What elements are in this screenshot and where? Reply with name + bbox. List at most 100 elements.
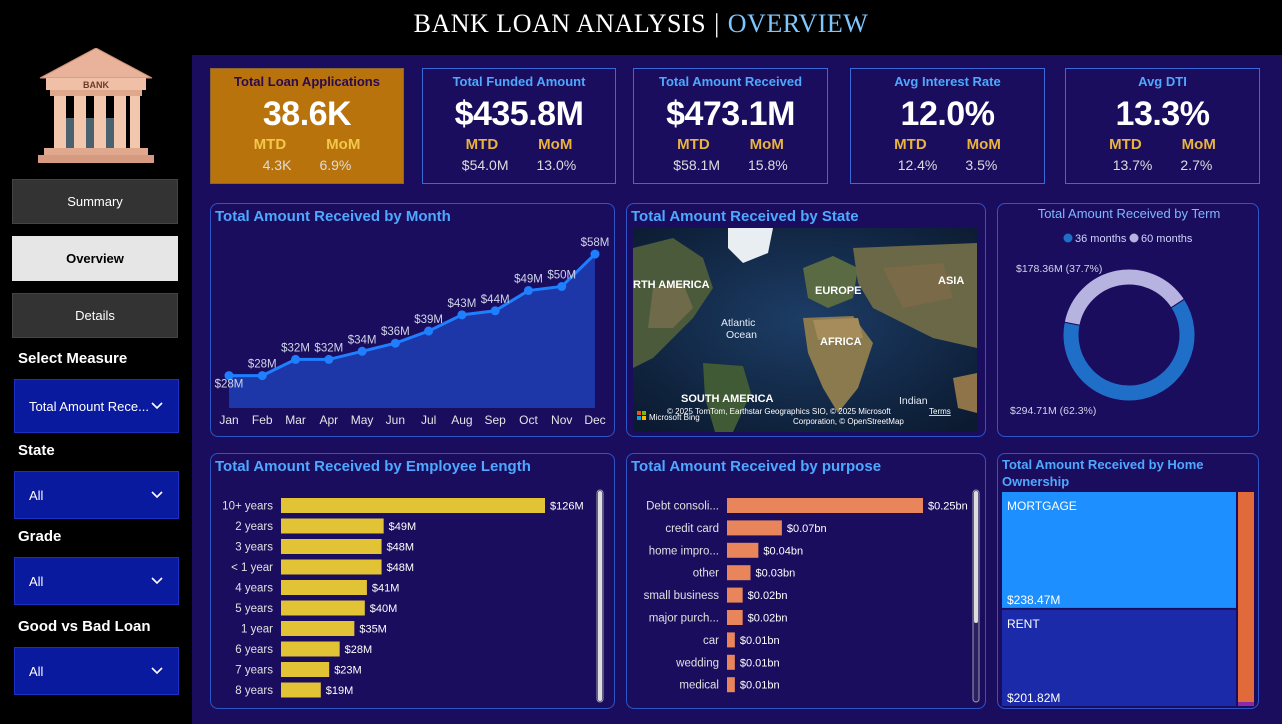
bar bbox=[727, 610, 743, 625]
kpi-mom-label: MoM bbox=[749, 136, 784, 153]
month-data-label: $32M bbox=[314, 342, 343, 354]
header-bar: BANK LOAN ANALYSIS | OVERVIEW bbox=[0, 0, 1282, 48]
page-title: BANK LOAN ANALYSIS | OVERVIEW bbox=[414, 9, 869, 39]
bar-data-label: $0.25bn bbox=[928, 501, 968, 513]
kpi-total-amount-received[interactable]: Total Amount Received $473.1M MTD MoM $58… bbox=[633, 68, 828, 184]
month-data-label: $58M bbox=[581, 237, 610, 249]
select-measure-dropdown[interactable]: Total Amount Rece... bbox=[14, 379, 179, 433]
map-label: SOUTH AMERICA bbox=[681, 393, 774, 405]
month-data-label: $34M bbox=[348, 334, 377, 346]
nav-overview-button[interactable]: Overview bbox=[12, 236, 178, 281]
bar bbox=[281, 662, 330, 677]
month-tick-label: Apr bbox=[319, 413, 338, 427]
map-label: EUROPE bbox=[815, 285, 861, 297]
legend-label: 60 months bbox=[1141, 233, 1193, 245]
grade-dropdown[interactable]: All bbox=[14, 557, 179, 605]
month-point bbox=[457, 310, 467, 320]
map-label: AFRICA bbox=[820, 336, 862, 348]
panel-amount-by-purpose[interactable]: Total Amount Received by purpose Debt co… bbox=[626, 453, 986, 709]
kpi-total-funded-amount[interactable]: Total Funded Amount $435.8M MTD MoM $54.0… bbox=[422, 68, 616, 184]
kpi-value: 12.0% bbox=[900, 95, 995, 133]
donut-data-label: $178.36M (37.7%) bbox=[1016, 263, 1102, 275]
kpi-value: $435.8M bbox=[454, 95, 584, 133]
treemap-label: RENT bbox=[1007, 617, 1040, 631]
panel-amount-by-employee-length[interactable]: Total Amount Received by Employee Length… bbox=[210, 453, 615, 709]
nav-summary-button[interactable]: Summary bbox=[12, 179, 178, 224]
bar-category-label: 4 years bbox=[235, 583, 273, 595]
month-tick-label: Sep bbox=[485, 413, 507, 427]
title-main: BANK LOAN ANALYSIS bbox=[413, 9, 707, 38]
bar bbox=[281, 641, 340, 657]
loan-quality-dropdown[interactable]: All bbox=[14, 647, 179, 695]
month-tick-label: Feb bbox=[252, 413, 273, 427]
kpi-title: Total Funded Amount bbox=[452, 74, 586, 89]
bar bbox=[281, 518, 384, 534]
month-tick-label: Nov bbox=[551, 413, 572, 427]
treemap-value: $238.47M bbox=[1007, 593, 1060, 607]
state-value: All bbox=[29, 487, 44, 503]
bar bbox=[281, 539, 382, 554]
select-measure-value: Total Amount Rece... bbox=[29, 398, 149, 414]
bar-data-label: $48M bbox=[387, 542, 415, 554]
kpi-total-loan-applications[interactable]: Total Loan Applications 38.6K MTD MoM 4.3… bbox=[210, 68, 404, 184]
nav-details-button[interactable]: Details bbox=[12, 293, 178, 338]
bar-data-label: $0.03bn bbox=[756, 568, 796, 580]
month-point bbox=[324, 354, 334, 364]
title-sub: OVERVIEW bbox=[727, 9, 869, 38]
bar-data-label: $23M bbox=[334, 665, 362, 677]
bar-data-label: $40M bbox=[370, 603, 398, 615]
bar bbox=[727, 565, 751, 581]
bar bbox=[727, 654, 735, 670]
bar-data-label: $0.01bn bbox=[740, 635, 780, 647]
bar-category-label: major purch... bbox=[649, 613, 719, 625]
bar-data-label: $19M bbox=[326, 685, 354, 697]
month-data-label: $49M bbox=[514, 274, 543, 286]
bar-data-label: $28M bbox=[345, 644, 373, 656]
home-ownership-treemap: MORTGAGE $238.47M RENT $201.82M bbox=[1002, 492, 1254, 706]
bar bbox=[727, 632, 735, 648]
panel-amount-by-term[interactable]: Total Amount Received by Term 36 months 60… bbox=[997, 203, 1259, 437]
kpi-mtd-label: MTD bbox=[253, 136, 287, 153]
kpi-mtd-value: $54.0M bbox=[461, 157, 509, 173]
kpi-mtd-label: MTD bbox=[1109, 136, 1142, 153]
month-point bbox=[390, 338, 400, 348]
kpi-avg-dti[interactable]: Avg DTI 13.3% MTD MoM 13.7% 2.7% bbox=[1065, 68, 1260, 184]
treemap-tile-rent bbox=[1002, 609, 1236, 706]
map-terms-link[interactable]: Terms bbox=[929, 407, 951, 416]
panel-amount-by-month[interactable]: Total Amount Received by Month $28M Jan $2… bbox=[210, 203, 615, 437]
panel-amount-by-home-ownership[interactable]: Total Amount Received by Home Ownership … bbox=[997, 453, 1259, 709]
bar bbox=[727, 498, 923, 513]
kpi-avg-interest-rate[interactable]: Avg Interest Rate 12.0% MTD MoM 12.4% 3.5% bbox=[850, 68, 1045, 184]
bar-category-label: small business bbox=[644, 590, 720, 602]
bar-data-label: $0.02bn bbox=[748, 613, 788, 625]
dashboard-canvas: Total Loan Applications 38.6K MTD MoM 4.3… bbox=[192, 55, 1282, 724]
bar-data-label: $0.04bn bbox=[763, 545, 803, 557]
kpi-title: Total Loan Applications bbox=[234, 74, 380, 89]
map-label: Atlantic bbox=[721, 317, 755, 329]
map-label: RTH AMERICA bbox=[633, 279, 710, 291]
purpose-bar-chart: Debt consoli... $0.25bn credit card $0.07bn… bbox=[644, 489, 980, 703]
panel-title: Total Amount Received by Home Ownership bbox=[1002, 457, 1204, 489]
map-label: ASIA bbox=[938, 275, 964, 287]
month-point bbox=[257, 371, 267, 381]
loan-quality-filter-label: Good vs Bad Loan bbox=[18, 618, 151, 635]
world-map[interactable]: RTH AMERICA EUROPE ASIA AFRICA SOUTH AME… bbox=[633, 228, 977, 432]
chevron-down-icon bbox=[151, 491, 163, 499]
panel-amount-by-state[interactable]: Total Amount Received by State bbox=[626, 203, 986, 437]
month-data-label: $50M bbox=[547, 270, 576, 282]
map-label: Ocean bbox=[726, 329, 757, 341]
bar bbox=[281, 621, 355, 636]
kpi-value: 38.6K bbox=[262, 95, 352, 133]
donut-slice bbox=[1063, 268, 1186, 326]
loan-quality-value: All bbox=[29, 663, 44, 679]
title-separator: | bbox=[714, 9, 720, 38]
kpi-title: Avg Interest Rate bbox=[894, 74, 1001, 89]
kpi-mtd-label: MTD bbox=[677, 136, 710, 153]
bar-data-label: $126M bbox=[550, 501, 584, 513]
month-point bbox=[357, 346, 367, 356]
state-dropdown[interactable]: All bbox=[14, 471, 179, 519]
chevron-down-icon bbox=[151, 667, 163, 675]
bar bbox=[727, 520, 782, 536]
bar-category-label: wedding bbox=[675, 657, 719, 669]
kpi-mom-value: 2.7% bbox=[1180, 157, 1213, 173]
